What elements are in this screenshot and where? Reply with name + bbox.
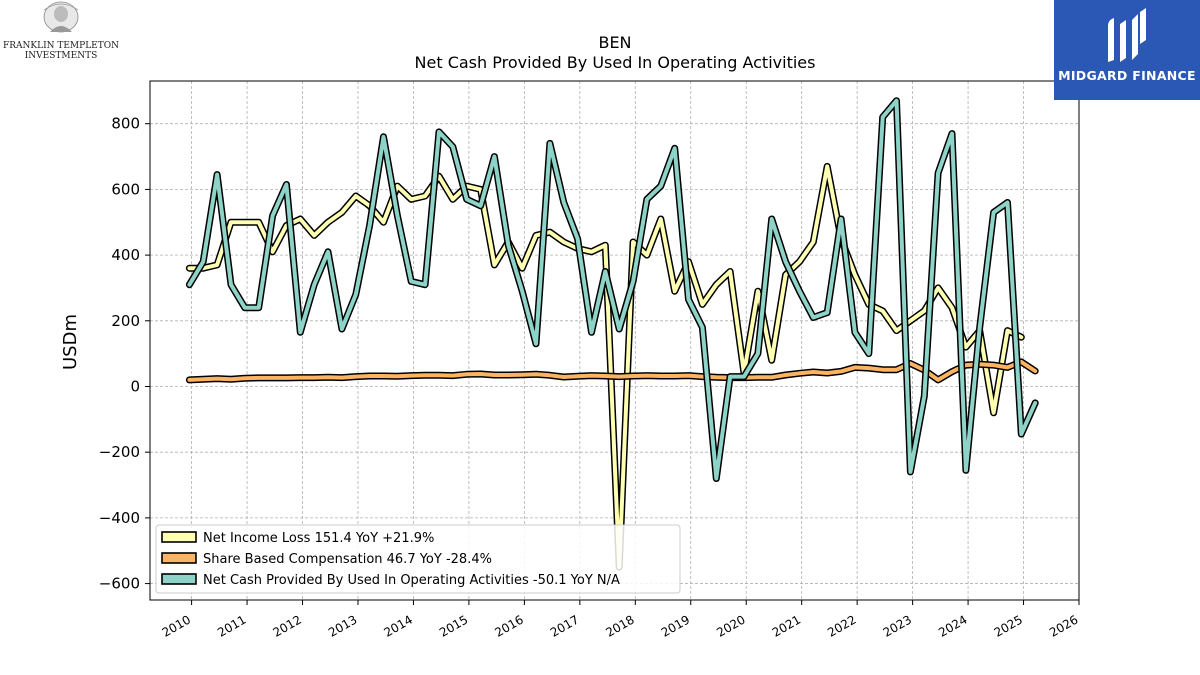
series-layer <box>185 97 1039 571</box>
x-tick-label: 2025 <box>992 612 1025 639</box>
x-tick-label: 2017 <box>548 612 581 639</box>
midgard-finance-logo: MIDGARD FINANCE <box>1054 0 1200 100</box>
legend-swatch-2 <box>161 573 197 585</box>
x-tick-label: 2013 <box>326 612 359 639</box>
x-tick-label: 2012 <box>271 612 304 639</box>
y-tick-label: −600 <box>99 575 140 593</box>
plot-frame <box>149 80 1080 601</box>
portrait-engraving-icon <box>43 1 79 33</box>
midgard-monogram-icon <box>1108 8 1146 62</box>
x-tick-label: 2026 <box>1047 612 1080 639</box>
y-tick-label: 0 <box>130 377 140 395</box>
legend-label-1: Share Based Compensation 46.7 YoY -28.4% <box>203 552 492 567</box>
legend-swatch-1 <box>161 552 197 564</box>
y-tick-label: 800 <box>111 115 140 133</box>
y-tick-label: 400 <box>111 246 140 264</box>
y-tick-label: −200 <box>99 443 140 461</box>
legend: Net Income Loss 151.4 YoY +21.9% Share Ba… <box>155 524 681 594</box>
y-tick-label: 200 <box>111 312 140 330</box>
franklin-logo-line2: INVESTMENTS <box>24 51 98 61</box>
x-tick-label: 2023 <box>881 612 914 639</box>
x-tick-label: 2014 <box>381 612 414 639</box>
x-tick-label: 2019 <box>659 612 692 639</box>
series-line-1 <box>187 359 1038 382</box>
chart-subtitle: Net Cash Provided By Used In Operating A… <box>415 53 816 72</box>
series-line-0 <box>187 164 1024 570</box>
y-tick-label: −400 <box>99 509 140 527</box>
franklin-templeton-logo: FRANKLIN TEMPLETON INVESTMENTS <box>0 0 125 70</box>
y-axis-label: USDm <box>60 314 81 370</box>
y-axis: −600 −400 −200 0 200 400 600 800 <box>99 115 150 593</box>
series-line-2 <box>187 98 1038 481</box>
midgard-logo-text: MIDGARD FINANCE <box>1058 68 1196 83</box>
x-tick-label: 2022 <box>825 612 858 639</box>
legend-label-2: Net Cash Provided By Used In Operating A… <box>203 573 620 588</box>
x-tick-label: 2020 <box>714 612 747 639</box>
x-tick-label: 2018 <box>603 612 636 639</box>
y-tick-label: 600 <box>111 180 140 198</box>
legend-swatch-0 <box>161 531 197 543</box>
x-tick-label: 2011 <box>215 612 248 639</box>
franklin-logo-line1: FRANKLIN TEMPLETON <box>2 41 120 51</box>
x-tick-label: 2016 <box>492 612 525 639</box>
x-tick-label: 2015 <box>437 612 470 639</box>
x-tick-label: 2024 <box>936 612 969 639</box>
x-axis: 2010 2011 2012 2013 2014 2015 2016 2017 2018 2019… <box>160 600 1081 640</box>
x-tick-label: 2021 <box>770 612 803 639</box>
chart-title: BEN <box>598 33 631 52</box>
legend-label-0: Net Income Loss 151.4 YoY +21.9% <box>203 531 434 546</box>
legend-box <box>155 524 681 594</box>
x-tick-label: 2010 <box>160 612 193 639</box>
